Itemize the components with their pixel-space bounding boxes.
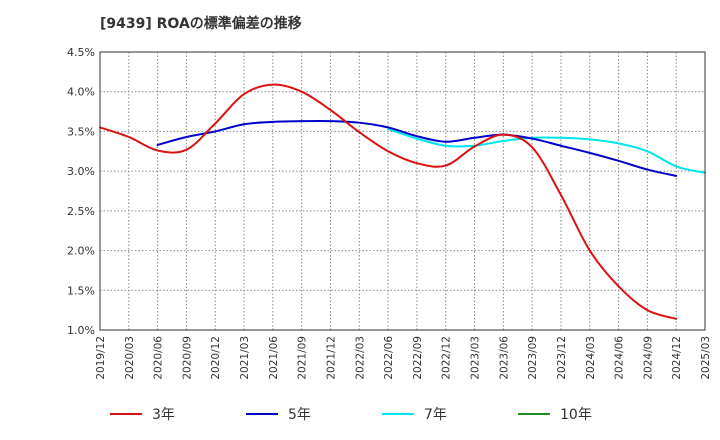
x-tick-label: 2022/09 (412, 336, 424, 380)
x-tick-label: 2020/12 (210, 336, 222, 380)
x-tick-label: 2021/09 (297, 336, 309, 380)
x-tick-label: 2022/06 (383, 336, 395, 380)
y-tick-label: 3.5% (67, 125, 95, 138)
x-tick-label: 2023/03 (470, 336, 482, 380)
y-tick-label: 1.0% (67, 324, 95, 337)
x-tick-label: 2024/03 (585, 336, 597, 380)
y-tick-label: 2.0% (67, 245, 95, 258)
y-tick-label: 3.0% (67, 165, 95, 178)
y-tick-label: 1.5% (67, 284, 95, 297)
series-lines (99, 83, 706, 320)
legend-label: 3年 (152, 407, 175, 423)
x-tick-label: 2023/09 (527, 336, 539, 380)
grid-lines (100, 52, 705, 330)
x-tick-label: 2022/12 (441, 336, 453, 380)
x-tick-label: 2021/06 (268, 336, 280, 380)
x-tick-label: 2020/06 (153, 336, 165, 380)
x-tick-label: 2024/06 (614, 336, 626, 380)
x-tick-label: 2025/03 (700, 336, 712, 380)
legend-item: 10年 (518, 407, 592, 423)
x-tick-label: 2024/09 (642, 336, 654, 380)
legend-label: 7年 (424, 407, 447, 423)
legend-label: 5年 (288, 407, 311, 423)
y-tick-label: 4.5% (67, 46, 95, 59)
x-tick-label: 2020/03 (124, 336, 136, 380)
x-tick-label: 2021/03 (239, 336, 251, 380)
x-axis-ticks: 2019/12 2020/03 2020/06 2020/09 2020/12 2021/… (95, 336, 712, 380)
plot-border (99, 51, 706, 331)
series-line (99, 83, 678, 320)
legend-item: 7年 (382, 407, 447, 423)
y-tick-label: 4.0% (67, 86, 95, 99)
series-line (156, 119, 678, 177)
chart-title: [9439] ROAの標準偏差の推移 (100, 15, 302, 32)
x-tick-label: 2022/03 (354, 336, 366, 380)
legend-item: 5年 (246, 407, 311, 423)
x-tick-label: 2020/09 (181, 336, 193, 380)
series-line (387, 128, 706, 174)
y-axis-ticks: 1.0% 1.5% 2.0% 2.5% 3.0% 3.5% 4.0% 4.5% (67, 46, 95, 337)
x-tick-label: 2023/12 (556, 336, 568, 380)
legend-label: 10年 (560, 407, 592, 423)
y-tick-label: 2.5% (67, 205, 95, 218)
plot-area (100, 52, 705, 330)
x-tick-label: 2019/12 (95, 336, 107, 380)
legend: 3年 5年 7年 10年 (110, 407, 592, 423)
x-tick-label: 2023/06 (498, 336, 510, 380)
x-tick-label: 2021/12 (325, 336, 337, 380)
x-tick-label: 2024/12 (671, 336, 683, 380)
legend-item: 3年 (110, 407, 175, 423)
